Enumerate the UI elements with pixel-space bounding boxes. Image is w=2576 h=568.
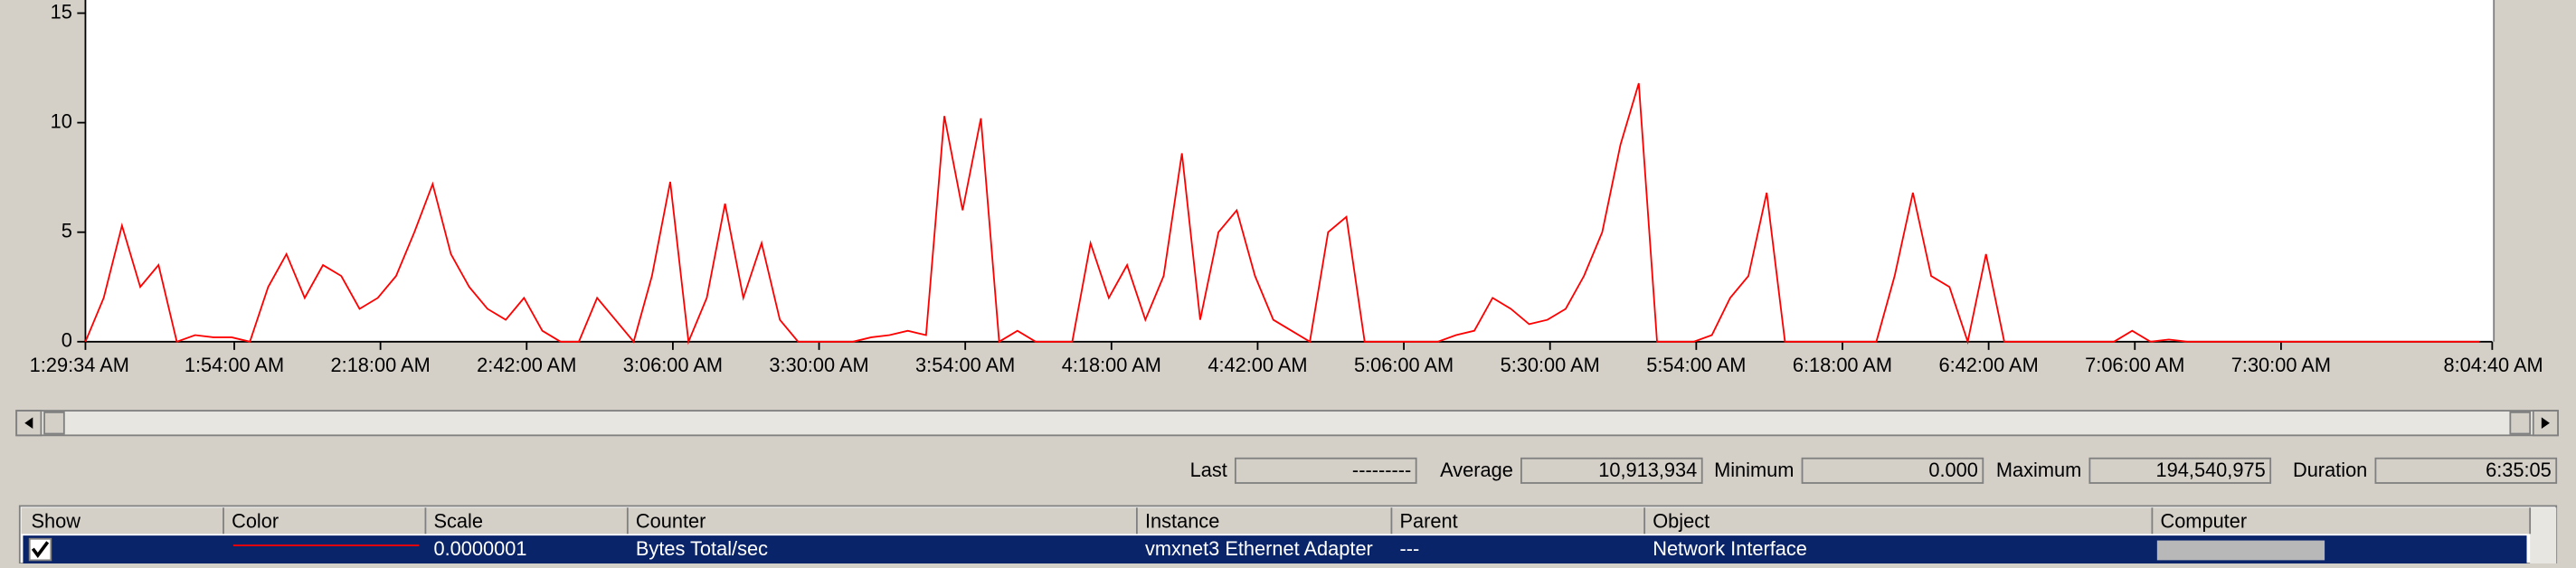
stat-box xyxy=(2088,457,2272,484)
column-header: Color xyxy=(232,509,279,532)
stat-box xyxy=(1801,457,1984,484)
scroll-right[interactable] xyxy=(2532,410,2559,437)
stat-box xyxy=(1520,457,1703,484)
plot-area xyxy=(85,0,2495,342)
cell: 0.0000001 xyxy=(434,537,527,560)
x-tick-label: 2:42:00 AM xyxy=(477,354,576,376)
data-line xyxy=(84,82,2480,346)
x-tick-label: 6:18:00 AM xyxy=(1793,354,1892,376)
table-header xyxy=(21,507,2531,535)
computer-redacted xyxy=(2156,540,2325,561)
x-tick-label: 8:04:40 AM xyxy=(2443,354,2543,376)
stat-value: --------- xyxy=(1352,459,1411,481)
x-tick-label: 5:30:00 AM xyxy=(1501,354,1600,376)
x-tick-label: 3:54:00 AM xyxy=(915,354,1015,376)
x-tick-label: 4:18:00 AM xyxy=(1062,354,1161,376)
x-tick-label: 4:42:00 AM xyxy=(1208,354,1307,376)
scrollbar[interactable] xyxy=(15,410,2559,437)
column-header: Parent xyxy=(1400,509,1458,532)
stat-label: Maximum xyxy=(1996,459,2081,481)
x-tick-label: 3:06:00 AM xyxy=(623,354,723,376)
stat-label: Minimum xyxy=(1714,459,1794,481)
x-tick-label: 6:42:00 AM xyxy=(1939,354,2039,376)
stat-label: Duration xyxy=(2293,459,2367,481)
x-tick-label: 3:30:00 AM xyxy=(769,354,868,376)
y-tick-label: 15 xyxy=(51,0,72,23)
cell: --- xyxy=(1400,537,1420,560)
y-tick-label: 0 xyxy=(62,329,72,352)
y-tick-label: 5 xyxy=(62,219,72,241)
cell: Bytes Total/sec xyxy=(636,537,768,560)
x-tick-label: 1:29:34 AM xyxy=(30,354,129,376)
x-tick-label: 7:30:00 AM xyxy=(2231,354,2331,376)
x-tick-label: 5:54:00 AM xyxy=(1646,354,1746,376)
x-tick-label: 1:54:00 AM xyxy=(185,354,284,376)
x-tick-label: 5:06:00 AM xyxy=(1354,354,1454,376)
selected-row[interactable] xyxy=(23,535,2527,563)
column-header: Scale xyxy=(434,509,484,532)
cell: vmxnet3 Ethernet Adapter xyxy=(1145,537,1373,560)
stat-value: 0.000 xyxy=(1928,459,1978,481)
check xyxy=(31,541,50,558)
arrow xyxy=(24,417,33,430)
x-tick-label: 2:18:00 AM xyxy=(331,354,431,376)
scroll-thumb[interactable] xyxy=(2509,411,2532,435)
column-header: Computer xyxy=(2160,509,2247,532)
stat-value: 10,913,934 xyxy=(1598,459,1697,481)
stat-label: Average xyxy=(1440,459,1513,481)
column-header: Show xyxy=(32,509,81,532)
stat-box xyxy=(1234,457,1417,484)
column-header: Object xyxy=(1653,509,1709,532)
y-tick-label: 10 xyxy=(51,109,72,132)
stat-value: 194,540,975 xyxy=(2156,459,2266,481)
stat-box xyxy=(2374,457,2558,484)
table-scrollbar[interactable] xyxy=(2530,507,2557,563)
cell: Network Interface xyxy=(1653,537,1807,560)
column-header: Instance xyxy=(1145,509,1219,532)
column-header: Counter xyxy=(636,509,706,532)
stat-label: Last xyxy=(1190,459,1227,481)
scroll-thumb[interactable] xyxy=(43,411,65,435)
arrow xyxy=(2541,417,2550,430)
x-tick-label: 7:06:00 AM xyxy=(2085,354,2184,376)
stat-value: 6:35:05 xyxy=(2486,459,2552,481)
